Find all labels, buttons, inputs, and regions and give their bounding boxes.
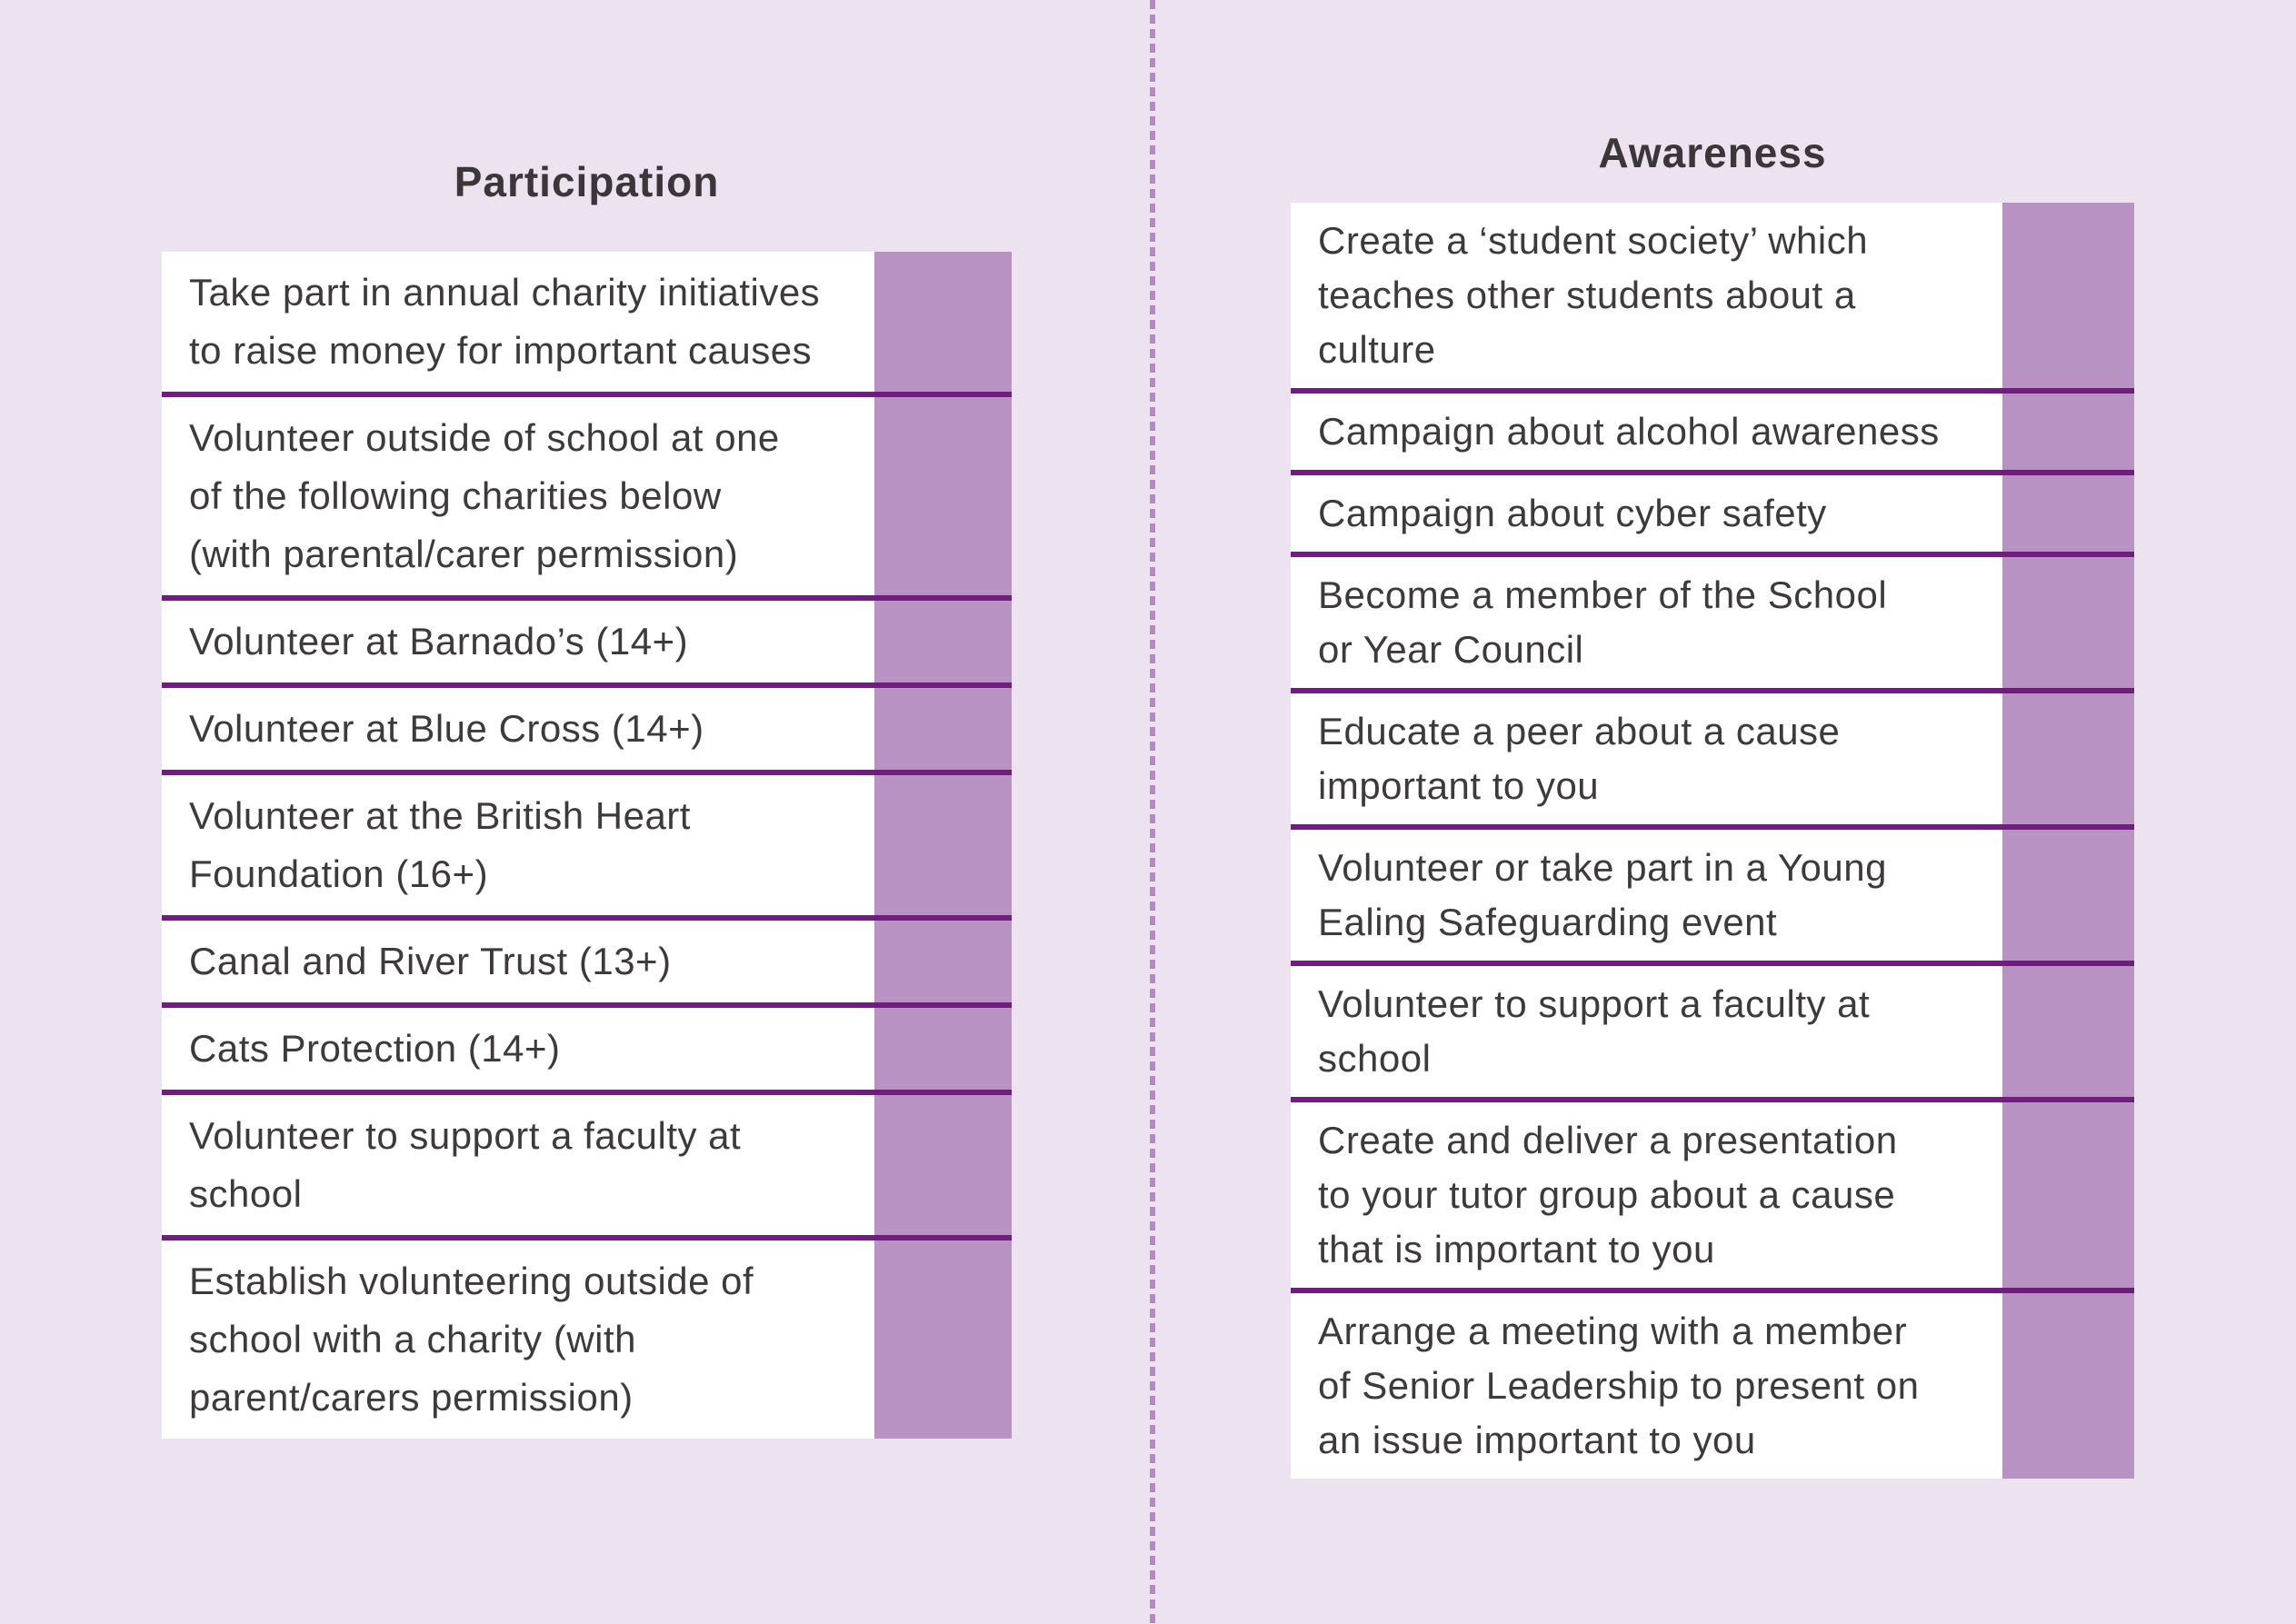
activity-label: Cats Protection (14+) [162,1008,874,1090]
checkbox-cell[interactable] [874,397,1012,595]
participation-title: Participation [454,158,720,205]
checklist-row: Campaign about cyber safety [1291,475,2134,557]
checklist-row: Volunteer at Blue Cross (14+) [162,688,1012,775]
checklist-row: Volunteer to support a faculty at school [1291,966,2134,1102]
activity-label: Volunteer to support a faculty at school [1291,966,2002,1097]
awareness-title: Awareness [1598,129,1827,176]
checklist-row: Become a member of the School or Year Co… [1291,557,2134,693]
checkbox-cell[interactable] [2002,966,2134,1097]
checklist-row: Volunteer at Barnado’s (14+) [162,601,1012,688]
checkbox-cell[interactable] [874,688,1012,770]
checkbox-cell[interactable] [874,775,1012,915]
checklist-row: Cats Protection (14+) [162,1008,1012,1095]
participation-section: Participation Take part in annual charit… [162,154,1012,1439]
checkbox-cell[interactable] [874,1240,1012,1439]
checklist-row: Canal and River Trust (13+) [162,921,1012,1008]
checkbox-cell[interactable] [2002,203,2134,388]
checkbox-cell[interactable] [2002,1102,2134,1288]
checkbox-cell[interactable] [2002,557,2134,688]
checkbox-cell[interactable] [874,601,1012,682]
checkbox-cell[interactable] [874,252,1012,392]
activity-label: Become a member of the School or Year Co… [1291,557,2002,688]
awareness-section: Awareness Create a ‘student society’ whi… [1291,127,2134,1479]
checklist-row: Arrange a meeting with a member of Senio… [1291,1293,2134,1479]
checkbox-cell[interactable] [2002,394,2134,470]
checklist-row: Establish volunteering outside of school… [162,1240,1012,1439]
checkbox-cell[interactable] [874,1095,1012,1235]
activity-label: Establish volunteering outside of school… [162,1240,874,1439]
activity-label: Volunteer outside of school at one of th… [162,397,874,595]
checkbox-cell[interactable] [2002,830,2134,961]
activity-label: Educate a peer about a cause important t… [1291,693,2002,824]
checkbox-cell[interactable] [874,1008,1012,1090]
activity-label: Arrange a meeting with a member of Senio… [1291,1293,2002,1479]
checkbox-cell[interactable] [874,921,1012,1002]
activity-label: Create a ‘student society’ which teaches… [1291,203,2002,388]
activity-label: Volunteer to support a faculty at school [162,1095,874,1235]
activity-label: Volunteer or take part in a Young Ealing… [1291,830,2002,961]
checklist-row: Volunteer to support a faculty at school [162,1095,1012,1240]
checklist-row: Volunteer at the British Heart Foundatio… [162,775,1012,921]
activity-label: Campaign about alcohol awareness [1291,394,2002,470]
checklist-row: Volunteer outside of school at one of th… [162,397,1012,601]
checklist-row: Take part in annual charity initiatives … [162,252,1012,397]
checklist-row: Campaign about alcohol awareness [1291,394,2134,475]
checkbox-cell[interactable] [2002,1293,2134,1479]
checkbox-cell[interactable] [2002,475,2134,552]
activity-label: Create and deliver a presentation to you… [1291,1102,2002,1288]
checklist-row: Educate a peer about a cause important t… [1291,693,2134,830]
checkbox-cell[interactable] [2002,693,2134,824]
activity-label: Take part in annual charity initiatives … [162,252,874,392]
participation-checklist: Take part in annual charity initiatives … [162,252,1012,1439]
activity-label: Volunteer at the British Heart Foundatio… [162,775,874,915]
checklist-row: Create a ‘student society’ which teaches… [1291,203,2134,394]
checklist-row: Create and deliver a presentation to you… [1291,1102,2134,1293]
fold-dashed-divider [1150,0,1155,1624]
checklist-row: Volunteer or take part in a Young Ealing… [1291,830,2134,966]
activity-label: Canal and River Trust (13+) [162,921,874,1002]
activity-label: Volunteer at Barnado’s (14+) [162,601,874,682]
awareness-checklist: Create a ‘student society’ which teaches… [1291,203,2134,1479]
activity-label: Campaign about cyber safety [1291,475,2002,552]
activity-label: Volunteer at Blue Cross (14+) [162,688,874,770]
